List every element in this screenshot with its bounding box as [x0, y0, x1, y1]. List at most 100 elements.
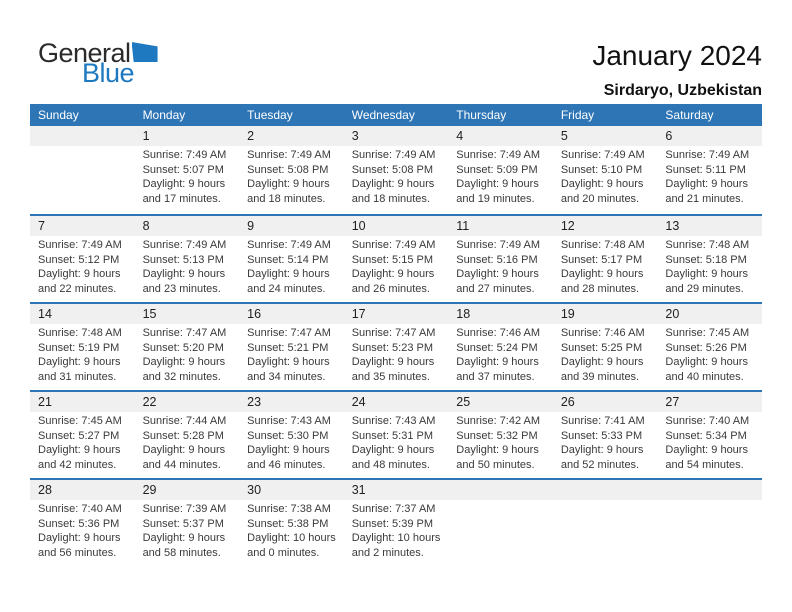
daylight-text: Daylight: 9 hours	[560, 268, 644, 280]
day-details: Sunrise: 7:46 AM Sunset: 5:25 PM Daylight:…	[553, 324, 658, 384]
day-number: 6	[657, 126, 762, 146]
day-cell-4: 4 Sunrise: 7:49 AM Sunset: 5:09 PM Daylight…	[448, 126, 553, 214]
sunrise-text: Sunrise: 7:49 AM	[142, 239, 227, 251]
sunset-text: Sunset: 5:20 PM	[142, 341, 224, 354]
sunset-text: Sunset: 5:30 PM	[247, 429, 329, 442]
day-details: Sunrise: 7:49 AM Sunset: 5:08 PM Daylight:…	[239, 146, 344, 206]
day-number: 26	[552, 392, 658, 412]
daylight-text: and 42 minutes.	[38, 458, 117, 471]
sunrise-text: Sunrise: 7:49 AM	[247, 239, 331, 251]
logo-triangle-icon	[131, 42, 158, 62]
page-title: January 2024	[592, 40, 762, 71]
day-number: 8	[134, 216, 240, 236]
day-number: 13	[657, 216, 762, 236]
sunset-text: Sunset: 5:18 PM	[665, 253, 747, 266]
day-cell-17: 17 Sunrise: 7:47 AM Sunset: 5:23 PM Dayligh…	[343, 304, 449, 390]
weekday-header-row: Sunday Monday Tuesday Wednesday Thursday Frid…	[30, 104, 762, 126]
day-details: Sunrise: 7:49 AM Sunset: 5:09 PM Daylight:…	[448, 146, 553, 206]
general-blue-logo: General Blue	[38, 40, 158, 87]
daylight-text: Daylight: 9 hours	[38, 444, 121, 456]
day-cell-11: 11 Sunrise: 7:49 AM Sunset: 5:16 PM Dayligh…	[448, 216, 553, 302]
day-number: 19	[552, 304, 658, 324]
sunrise-text: Sunrise: 7:43 AM	[351, 415, 436, 427]
day-cell-27: 27 Sunrise: 7:40 AM Sunset: 5:34 PM Dayligh…	[657, 392, 762, 478]
day-details: Sunrise: 7:49 AM Sunset: 5:11 PM Daylight:…	[657, 146, 762, 206]
sunset-text: Sunset: 5:36 PM	[38, 517, 120, 530]
sunrise-text: Sunrise: 7:40 AM	[665, 415, 750, 427]
day-cell-26: 26 Sunrise: 7:41 AM Sunset: 5:33 PM Dayligh…	[552, 392, 658, 478]
weekday-label: Sunday	[38, 108, 79, 122]
daylight-text: Daylight: 9 hours	[142, 178, 226, 190]
daylight-text: and 19 minutes.	[456, 192, 535, 205]
day-cell-6: 6 Sunrise: 7:49 AM Sunset: 5:11 PM Daylight…	[657, 126, 762, 214]
day-cell-13: 13 Sunrise: 7:48 AM Sunset: 5:18 PM Dayligh…	[657, 216, 762, 302]
sunrise-text: Sunrise: 7:47 AM	[351, 327, 436, 339]
sunrise-text: Sunrise: 7:48 AM	[38, 327, 122, 339]
day-details: Sunrise: 7:47 AM Sunset: 5:21 PM Daylight:…	[239, 324, 344, 384]
sunset-text: Sunset: 5:26 PM	[665, 341, 747, 354]
day-number	[448, 480, 553, 500]
day-cell-10: 10 Sunrise: 7:49 AM Sunset: 5:15 PM Dayligh…	[343, 216, 449, 302]
day-details: Sunrise: 7:44 AM Sunset: 5:28 PM Daylight:…	[135, 412, 240, 472]
day-cell-2: 2 Sunrise: 7:49 AM Sunset: 5:08 PM Daylight…	[239, 126, 344, 214]
day-cell-empty	[448, 480, 553, 566]
day-details: Sunrise: 7:37 AM Sunset: 5:39 PM Daylight:…	[344, 500, 449, 560]
week-row: 21 Sunrise: 7:45 AM Sunset: 5:27 PM Dayligh…	[30, 390, 762, 478]
sunset-text: Sunset: 5:38 PM	[247, 517, 329, 530]
daylight-text: and 31 minutes.	[38, 370, 117, 383]
sunset-text: Sunset: 5:08 PM	[247, 163, 329, 176]
day-details: Sunrise: 7:47 AM Sunset: 5:23 PM Daylight:…	[344, 324, 449, 384]
daylight-text: and 50 minutes.	[456, 458, 535, 471]
daylight-text: and 26 minutes.	[351, 282, 430, 295]
day-number: 7	[30, 216, 135, 236]
sunset-text: Sunset: 5:23 PM	[351, 341, 434, 354]
daylight-text: Daylight: 9 hours	[665, 178, 748, 190]
daylight-text: Daylight: 9 hours	[456, 444, 539, 456]
daylight-text: Daylight: 9 hours	[247, 356, 330, 368]
day-details: Sunrise: 7:45 AM Sunset: 5:27 PM Daylight:…	[30, 412, 135, 472]
daylight-text: Daylight: 9 hours	[560, 178, 644, 190]
daylight-text: Daylight: 9 hours	[247, 268, 330, 280]
day-cell-16: 16 Sunrise: 7:47 AM Sunset: 5:21 PM Dayligh…	[239, 304, 344, 390]
daylight-text: and 32 minutes.	[142, 370, 221, 383]
sunrise-text: Sunrise: 7:46 AM	[560, 327, 645, 339]
day-cell-23: 23 Sunrise: 7:43 AM Sunset: 5:30 PM Dayligh…	[239, 392, 344, 478]
day-cell-19: 19 Sunrise: 7:46 AM Sunset: 5:25 PM Dayligh…	[552, 304, 658, 390]
day-details	[30, 146, 135, 148]
day-number: 5	[552, 126, 658, 146]
day-cell-3: 3 Sunrise: 7:49 AM Sunset: 5:08 PM Daylight…	[343, 126, 449, 214]
day-number: 10	[343, 216, 449, 236]
daylight-text: Daylight: 10 hours	[351, 532, 441, 544]
sunrise-text: Sunrise: 7:49 AM	[560, 149, 645, 161]
daylight-text: Daylight: 9 hours	[456, 178, 539, 190]
sunrise-text: Sunrise: 7:39 AM	[142, 503, 227, 515]
daylight-text: and 37 minutes.	[456, 370, 535, 383]
day-details: Sunrise: 7:48 AM Sunset: 5:17 PM Daylight:…	[553, 236, 658, 296]
day-number: 30	[239, 480, 344, 500]
sunset-text: Sunset: 5:17 PM	[560, 253, 643, 266]
sunrise-text: Sunrise: 7:42 AM	[456, 415, 541, 427]
day-cell-15: 15 Sunrise: 7:47 AM Sunset: 5:20 PM Dayligh…	[134, 304, 240, 390]
location-subtitle: Sirdaryo, Uzbekistan	[603, 82, 762, 99]
sunset-text: Sunset: 5:15 PM	[351, 253, 434, 266]
day-number: 9	[239, 216, 344, 236]
day-number: 21	[30, 392, 135, 412]
daylight-text: Daylight: 9 hours	[142, 356, 226, 368]
sunset-text: Sunset: 5:25 PM	[560, 341, 643, 354]
sunset-text: Sunset: 5:19 PM	[38, 341, 120, 354]
day-details: Sunrise: 7:49 AM Sunset: 5:16 PM Daylight:…	[448, 236, 553, 296]
day-details: Sunrise: 7:47 AM Sunset: 5:20 PM Daylight:…	[135, 324, 240, 384]
daylight-text: Daylight: 9 hours	[142, 444, 226, 456]
daylight-text: and 24 minutes.	[247, 282, 326, 295]
sunrise-text: Sunrise: 7:49 AM	[351, 149, 436, 161]
daylight-text: and 35 minutes.	[351, 370, 430, 383]
daylight-text: Daylight: 9 hours	[351, 268, 435, 280]
sunrise-text: Sunrise: 7:43 AM	[247, 415, 331, 427]
sunrise-text: Sunrise: 7:47 AM	[247, 327, 331, 339]
day-details: Sunrise: 7:48 AM Sunset: 5:19 PM Daylight:…	[30, 324, 135, 384]
daylight-text: Daylight: 9 hours	[38, 268, 121, 280]
sunrise-text: Sunrise: 7:45 AM	[665, 327, 750, 339]
daylight-text: and 52 minutes.	[560, 458, 640, 471]
day-cell-8: 8 Sunrise: 7:49 AM Sunset: 5:13 PM Daylight…	[134, 216, 240, 302]
